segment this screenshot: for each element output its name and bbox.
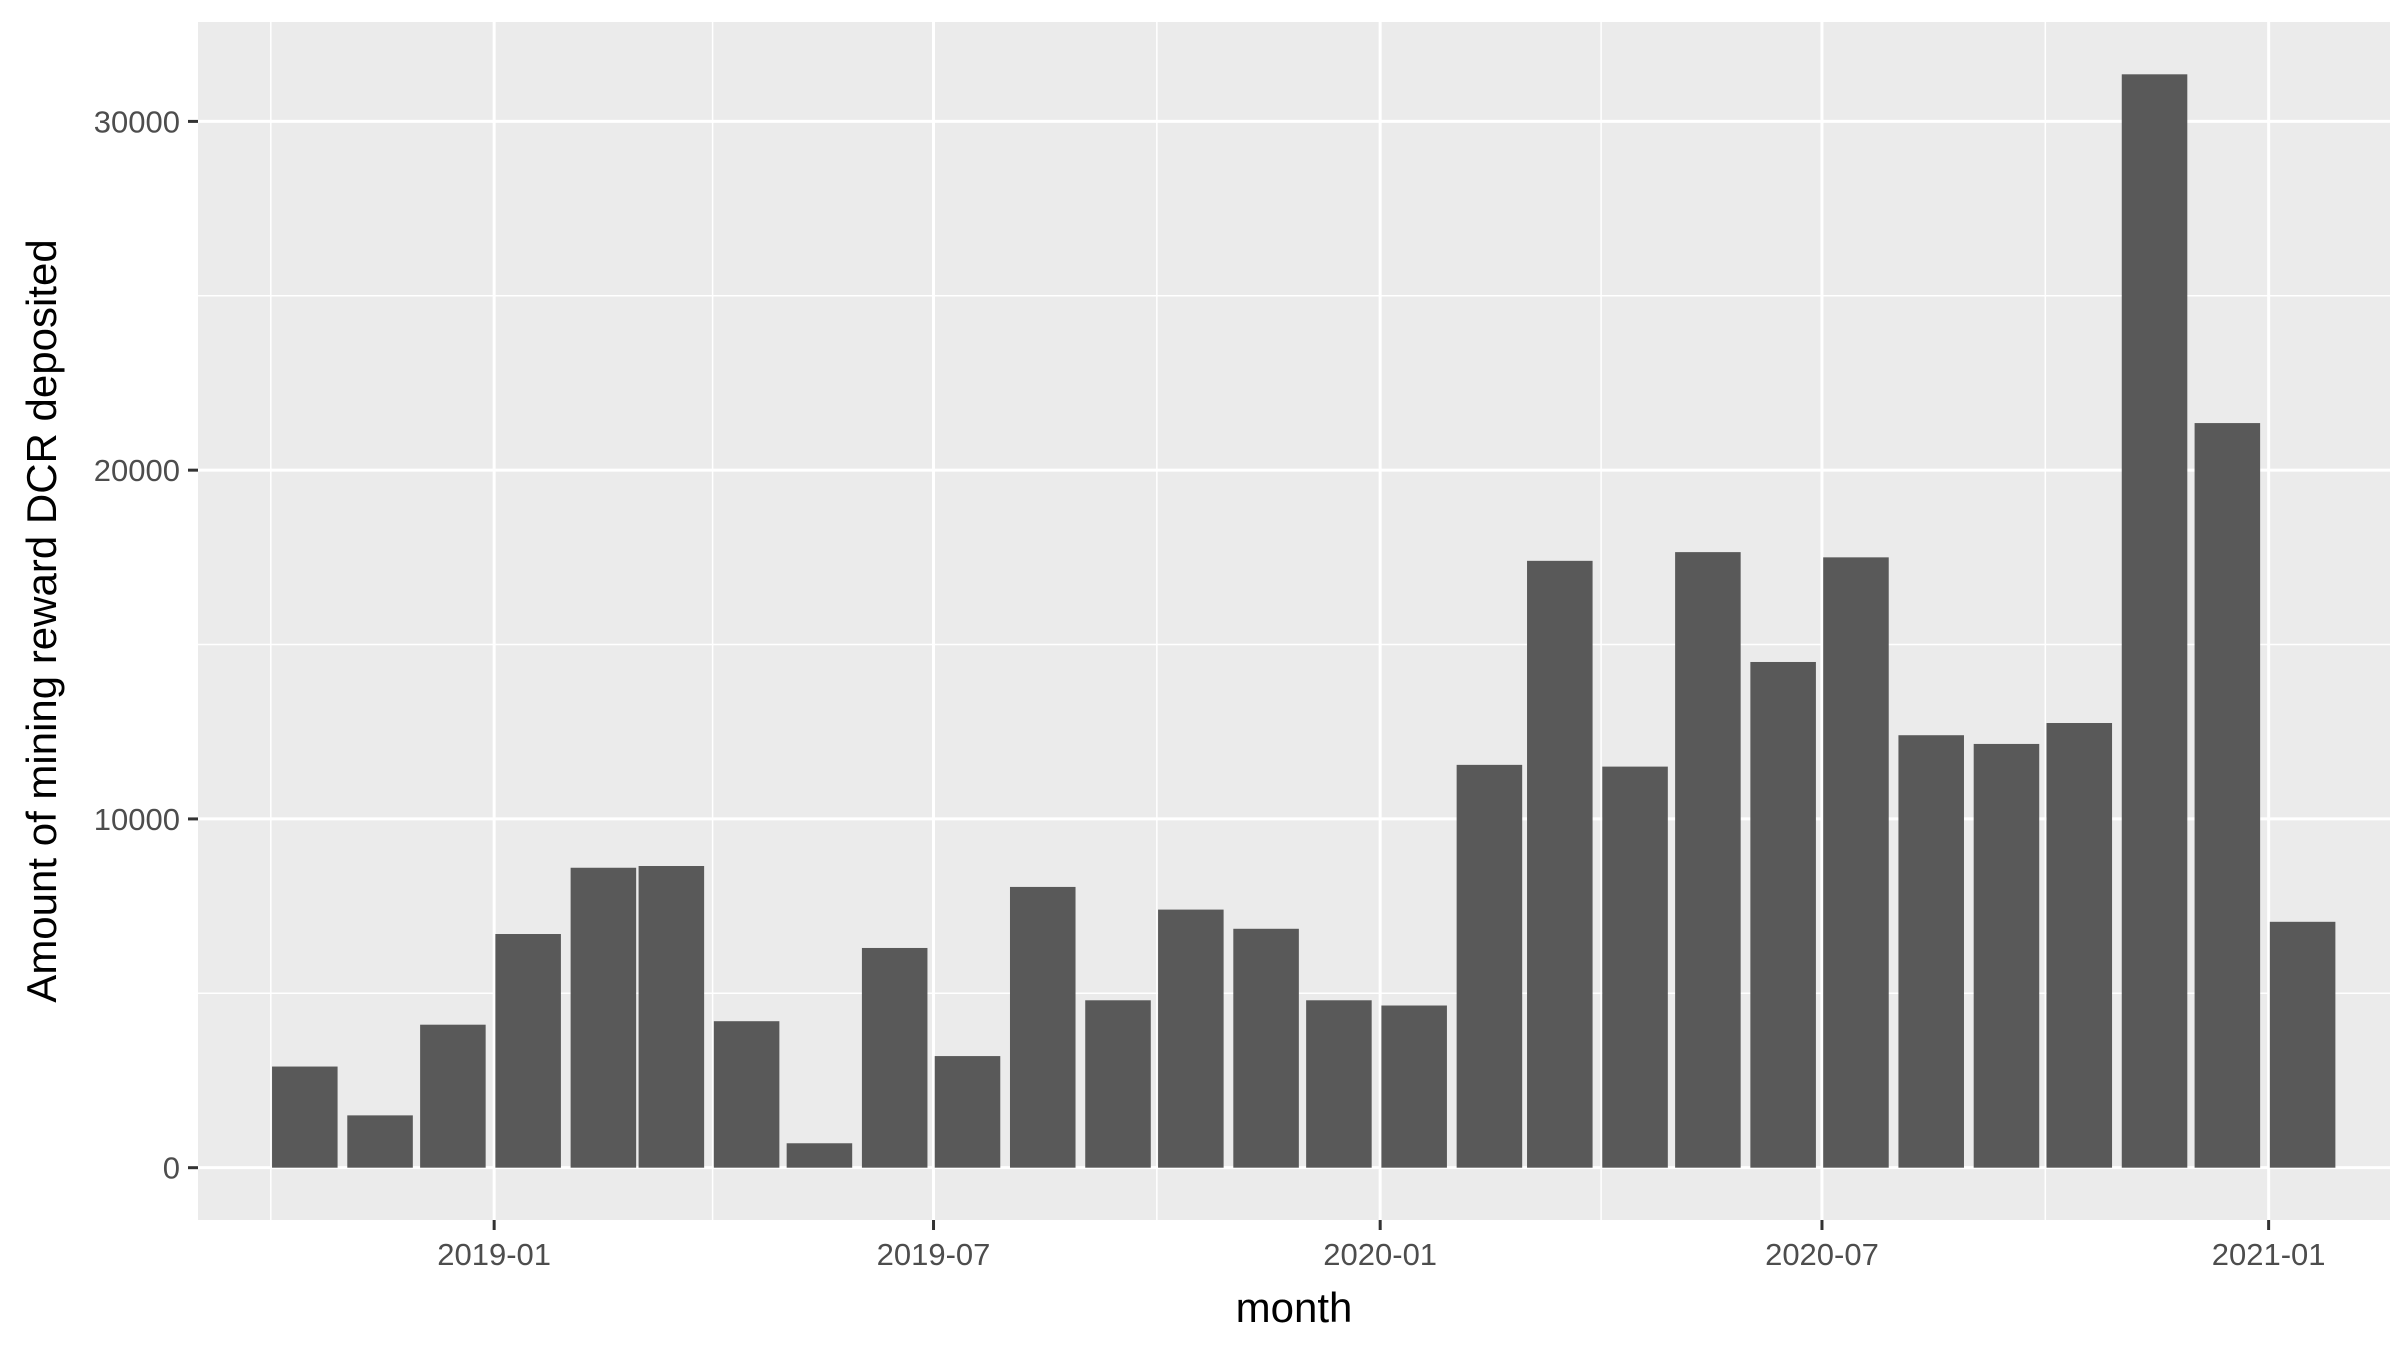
- x-tick-label: 2019-07: [877, 1237, 991, 1272]
- bar-2020-08: [1898, 735, 1964, 1168]
- bar-2019-07: [934, 1056, 1001, 1168]
- bar-2021-01: [2269, 921, 2336, 1168]
- bar-2020-04: [1602, 766, 1668, 1168]
- bar-2020-05: [1675, 552, 1741, 1168]
- x-tick-label: 2020-07: [1765, 1237, 1879, 1272]
- bar-2020-02: [1456, 764, 1523, 1168]
- bar-2020-09: [1973, 743, 2040, 1168]
- y-axis: 0 10000 20000 30000: [94, 104, 198, 1186]
- bar-2019-02: [570, 867, 637, 1168]
- grid-major-x: [492, 22, 2271, 1220]
- bar-2018-11: [347, 1115, 413, 1168]
- bar-2020-06: [1750, 661, 1816, 1168]
- y-axis-title: Amount of mining reward DCR deposited: [18, 239, 65, 1002]
- bar-2019-11: [1233, 928, 1299, 1168]
- y-tick-label: 20000: [94, 453, 180, 488]
- x-tick-label: 2019-01: [437, 1237, 551, 1272]
- bar-2019-03: [638, 866, 705, 1168]
- y-tick-label: 0: [163, 1151, 180, 1186]
- bar-2020-01: [1381, 1005, 1447, 1168]
- y-tick-label: 10000: [94, 802, 180, 837]
- x-tick-label: 2020-01: [1323, 1237, 1437, 1272]
- bar-2018-10: [272, 1066, 338, 1168]
- bar-2020-11: [2121, 74, 2188, 1168]
- bar-2019-01: [495, 934, 561, 1168]
- bar-2019-09: [1085, 1000, 1151, 1168]
- bar-2020-12: [2194, 423, 2261, 1168]
- x-axis-title: month: [1236, 1284, 1353, 1331]
- bar-2019-12: [1306, 1000, 1372, 1168]
- bar-2019-06: [861, 947, 928, 1168]
- bars: [272, 74, 2336, 1168]
- bar-2020-07: [1823, 557, 1889, 1168]
- bar-2019-05: [786, 1143, 853, 1168]
- x-axis: 2019-01 2019-07 2020-01 2020-07 2021-01: [437, 1220, 2326, 1272]
- bar-2019-08: [1009, 886, 1076, 1168]
- bar-2018-12: [420, 1024, 486, 1168]
- bar-2020-10: [2046, 723, 2113, 1168]
- bar-2020-03: [1527, 560, 1593, 1168]
- bar-2019-10: [1158, 909, 1224, 1168]
- grid-minor-x: [270, 22, 2047, 1220]
- y-tick-label: 30000: [94, 104, 180, 139]
- x-tick-label: 2021-01: [2212, 1237, 2326, 1272]
- bar-2019-04: [713, 1021, 780, 1168]
